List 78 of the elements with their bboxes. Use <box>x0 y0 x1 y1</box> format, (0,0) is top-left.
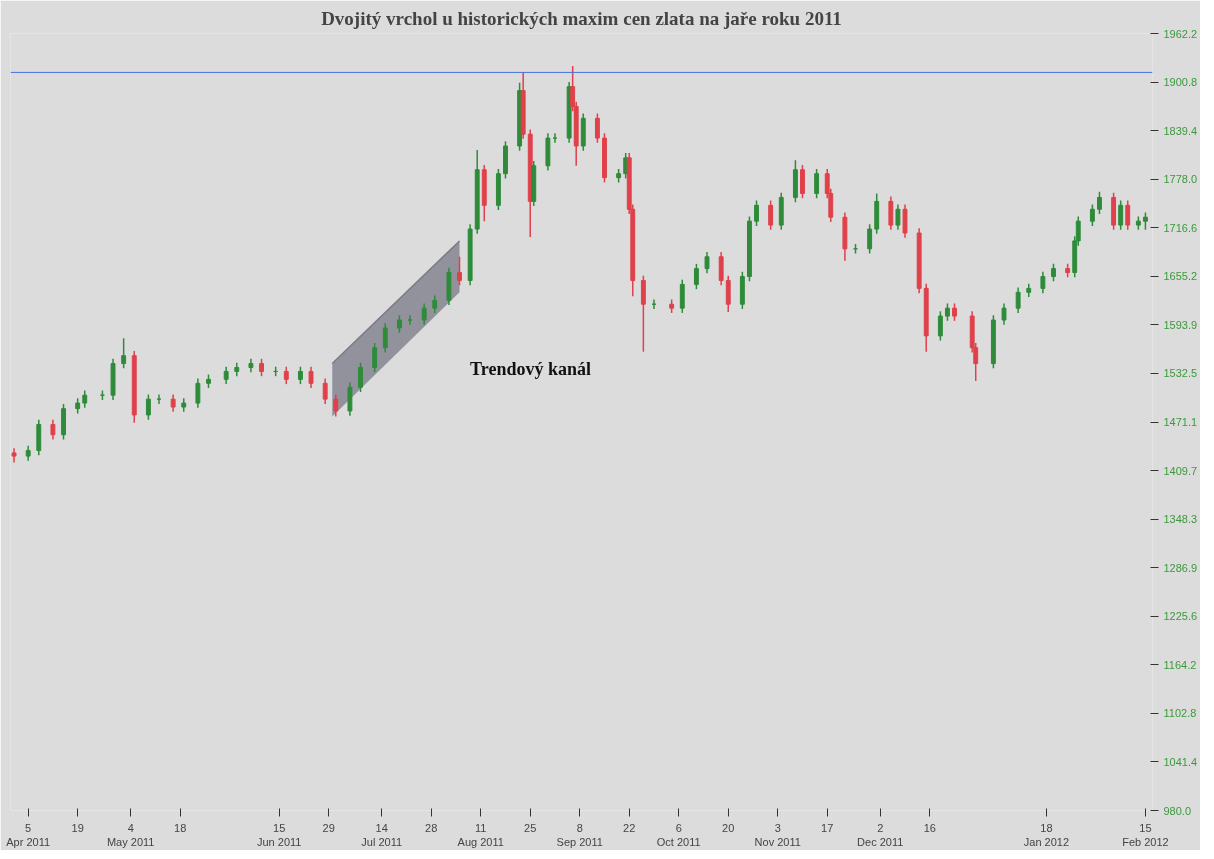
candlestick <box>867 223 873 255</box>
candlestick <box>145 393 151 421</box>
candlestick <box>372 342 378 373</box>
candlestick <box>347 381 353 417</box>
candlestick <box>1015 286 1021 314</box>
x-tick-label: 8 Sep 2011 <box>556 821 603 848</box>
y-tick-label: 1348.3 <box>1163 513 1198 526</box>
x-tick-label: 16 <box>923 821 936 834</box>
candlestick <box>1040 271 1046 294</box>
candlestick <box>937 310 943 342</box>
y-tick-label: 1102.8 <box>1163 707 1197 720</box>
y-tick-label: 1778.0 <box>1163 173 1198 186</box>
x-tick-label: 15 Jun 2011 <box>256 821 302 848</box>
candlestick <box>754 199 759 227</box>
candlestick <box>50 418 56 441</box>
x-tick-label: 20 <box>722 821 735 834</box>
candlestick <box>1001 302 1007 326</box>
candlestick <box>895 203 901 231</box>
candlestick <box>308 365 314 389</box>
candlestick <box>902 203 908 239</box>
x-tick-label: 6 Oct 2011 <box>656 821 701 848</box>
candlestick <box>679 278 685 314</box>
candlestick <box>382 322 388 354</box>
candlestick <box>725 274 731 313</box>
candlestick <box>1097 191 1102 215</box>
candlestick <box>457 255 462 286</box>
candlestick <box>407 314 413 326</box>
y-tick-label: 980.0 <box>1163 804 1192 817</box>
candlestick <box>195 377 201 409</box>
y-tick-label: 1225.6 <box>1163 610 1198 623</box>
x-tick-label: 22 <box>623 821 636 834</box>
candlestick <box>1089 203 1095 227</box>
candlestick <box>768 199 774 231</box>
y-tick-label: 1164.2 <box>1163 658 1197 671</box>
y-tick-label: 1655.2 <box>1163 270 1198 283</box>
y-tick-label: 1839.4 <box>1163 124 1198 137</box>
y-tick-label: 1471.1 <box>1163 416 1198 428</box>
candlestick <box>121 337 127 370</box>
x-tick-label: 11 Aug 2011 <box>457 821 504 848</box>
candlestick <box>888 195 894 231</box>
annotation: Trendový kanál <box>470 358 591 379</box>
y-tick-label: 1962.2 <box>1163 27 1198 40</box>
candlestick <box>693 263 699 290</box>
x-tick-label: 29 <box>322 821 335 834</box>
x-tick-label: 25 <box>524 821 537 834</box>
y-tick-label: 1593.9 <box>1163 318 1198 331</box>
y-tick-label: 1900.8 <box>1163 76 1198 89</box>
x-tick-label: 18 <box>174 821 187 834</box>
candlestick <box>800 164 805 199</box>
y-tick-label: 1532.5 <box>1163 367 1198 380</box>
x-tick-label: 19 <box>71 821 84 834</box>
candlestick <box>814 168 820 199</box>
candlestick <box>552 132 558 144</box>
candlestick <box>1118 199 1124 231</box>
chart-title: Dvojitý vrchol u historických maxim cen zlata na jaře roku 2011 <box>321 7 842 29</box>
candlestick <box>333 393 339 418</box>
candlestick <box>421 302 427 326</box>
x-tick-label: 28 <box>425 821 438 834</box>
y-tick-label: 1041.4 <box>1163 755 1198 768</box>
x-tick-label: 3 Nov 2011 <box>754 821 801 848</box>
x-tick-label: 15 Feb 2012 <box>1122 821 1169 848</box>
candlestick <box>1125 199 1131 231</box>
candlestick <box>358 362 363 393</box>
y-tick-label: 1286.9 <box>1163 561 1198 574</box>
candlestick <box>322 377 328 405</box>
x-tick-label: 14 Jul 2011 <box>361 821 403 848</box>
x-tick-label: 4 May 2011 <box>106 821 155 848</box>
y-tick-label: 1409.7 <box>1163 464 1198 477</box>
x-tick-label: 18 Jan 2012 <box>1023 821 1070 848</box>
y-tick-label: 1716.6 <box>1163 221 1198 234</box>
candlestick <box>704 251 710 275</box>
candlestick <box>156 393 162 405</box>
candlestick <box>718 251 724 286</box>
x-tick-label: 17 <box>821 821 834 834</box>
x-tick-label: 2 Dec 2011 <box>857 821 904 848</box>
candlestick <box>640 274 646 353</box>
candlestick <box>594 112 600 144</box>
x-tick-label: 5 Apr 2011 <box>6 821 51 848</box>
